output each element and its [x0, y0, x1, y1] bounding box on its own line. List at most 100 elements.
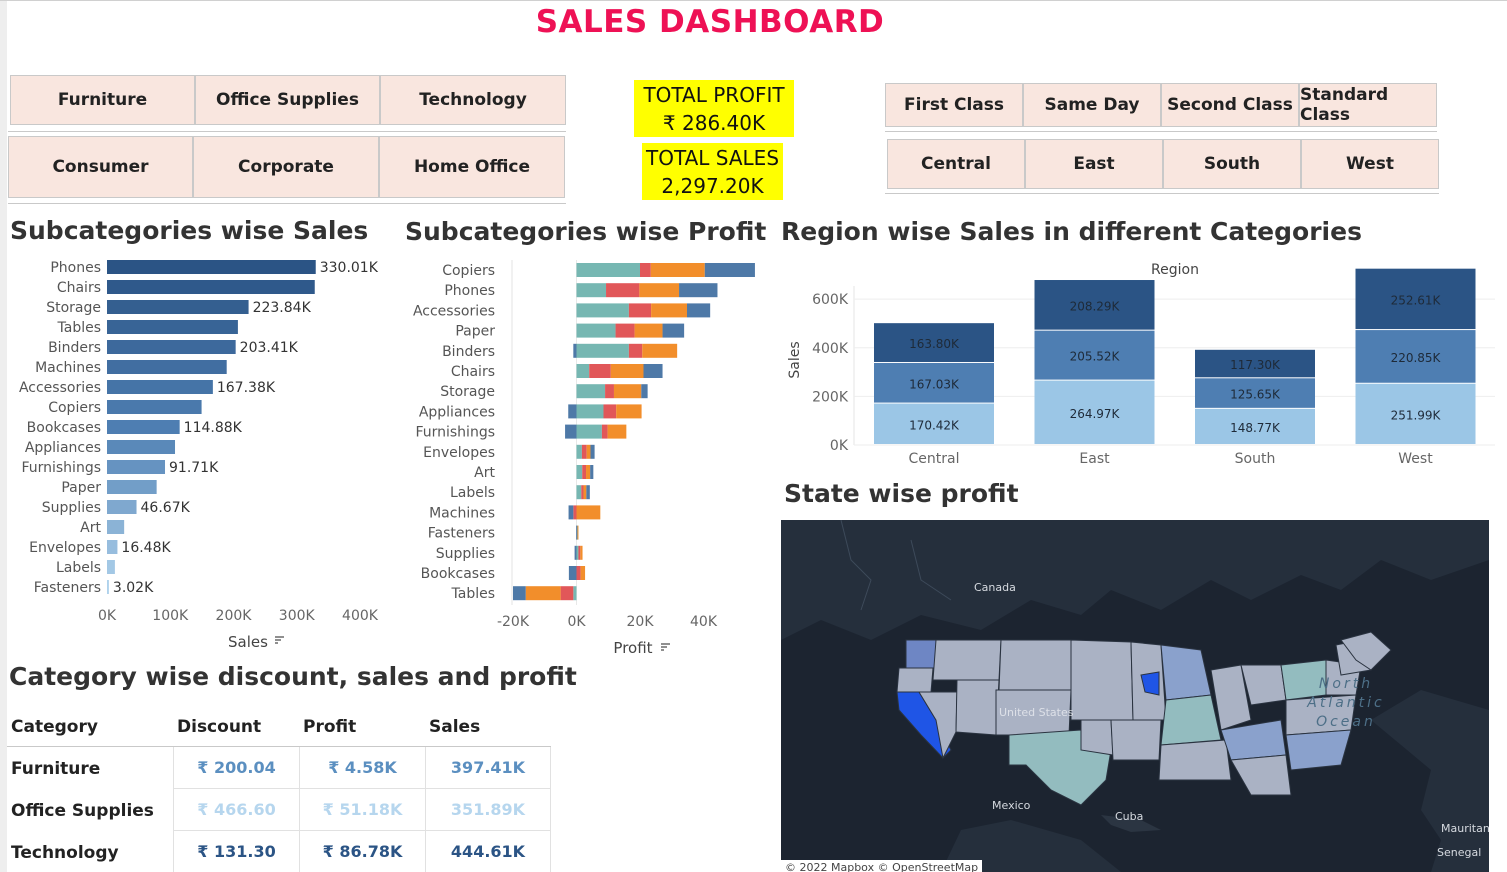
kpi-total-profit: TOTAL PROFIT ₹ 286.40K	[634, 80, 794, 137]
profit-bar-segment	[565, 424, 577, 439]
bar-category-label: Phones	[50, 260, 101, 276]
profit-bar-segment	[613, 384, 642, 399]
bar-category-label: Supplies	[436, 546, 495, 562]
kpi-sales-label: TOTAL SALES	[645, 146, 780, 170]
profit-bar-segment	[573, 343, 577, 358]
filter-segment-consumer[interactable]: Consumer	[8, 136, 193, 198]
table-cell-discount: ₹ 131.30	[197, 842, 276, 861]
bar-category-label: Storage	[46, 300, 101, 316]
profit-bar-segment	[576, 364, 590, 378]
table-cell-profit: ₹ 86.78K	[322, 842, 403, 861]
bar-value-label: 16.48K	[121, 540, 171, 556]
bar-category-label: Labels	[56, 560, 101, 576]
filter-region-east[interactable]: East	[1025, 139, 1163, 189]
bar-category-label: Appliances	[25, 440, 101, 456]
bar-category-label: Chairs	[451, 364, 495, 380]
region-sales-chart: Region Sales 0K 200K 400K 600K 170.42K 167.03K 1…	[787, 262, 1495, 467]
bar-category-label: Art	[474, 465, 495, 481]
profit-bar-segment	[586, 465, 591, 479]
table-header-category: Category	[11, 717, 98, 737]
left-edge	[0, 0, 7, 872]
table-row-label: Furniture	[11, 759, 101, 779]
profit-bar-segment	[568, 404, 577, 419]
sales-bar	[107, 440, 176, 454]
table-col-divider	[173, 747, 174, 872]
table-header-profit: Profit	[303, 717, 357, 737]
table-header-discount: Discount	[177, 717, 262, 737]
segment-value-label: 205.52K	[1070, 350, 1121, 364]
filter-segment-corporate[interactable]: Corporate	[193, 136, 379, 198]
y-tick-label: 200K	[812, 389, 849, 405]
x-category-label: South	[1235, 451, 1276, 467]
filter-category-office-supplies[interactable]: Office Supplies	[195, 75, 380, 125]
region-bar-segment	[1195, 408, 1315, 444]
map-label-united-states: United States	[999, 706, 1074, 719]
y-tick-label: 400K	[812, 341, 849, 357]
state-profit-title: State wise profit	[784, 479, 1019, 508]
profit-bar-segment	[576, 525, 578, 540]
profit-bar-segment	[586, 444, 591, 459]
state-profit-map[interactable]: Canada United States Mexico Cuba Maurita…	[781, 520, 1489, 872]
filter-ship-first-class[interactable]: First Class	[885, 83, 1023, 127]
bar-value-label: 330.01K	[320, 260, 379, 276]
segment-value-label: 117.30K	[1230, 358, 1281, 372]
profit-bar-segment	[525, 586, 561, 601]
bar-category-label: Binders	[442, 344, 495, 360]
sales-bar	[107, 460, 166, 474]
sales-bar	[107, 480, 157, 494]
filter-region-south[interactable]: South	[1163, 139, 1301, 189]
region-bar-segment	[874, 323, 994, 362]
x-category-label: West	[1398, 451, 1433, 467]
filter-region-central[interactable]: Central	[887, 139, 1025, 189]
map-attribution[interactable]: © 2022 Mapbox © OpenStreetMap	[781, 860, 983, 872]
map-label-ocean: North Atlantic Ocean	[1307, 676, 1385, 730]
y-axis-title: Sales	[787, 341, 803, 378]
segment-value-label: 264.97K	[1070, 407, 1121, 421]
profit-bar-segment	[560, 586, 574, 601]
profit-bar-segment	[568, 566, 577, 580]
sales-bar	[107, 280, 315, 294]
filter-ship-same-day[interactable]: Same Day	[1023, 83, 1161, 127]
sub-sales-chart: Phones 330.01K Chairs Storage 223.84K Tables B…	[19, 260, 379, 651]
profit-bar-segment	[641, 384, 648, 399]
x-tick-label: 0K	[567, 614, 586, 630]
filter-category-technology[interactable]: Technology	[380, 75, 566, 125]
segment-value-label: 252.61K	[1391, 293, 1442, 307]
divider	[885, 131, 1437, 132]
filter-region-west[interactable]: West	[1301, 139, 1439, 189]
bar-category-label: Furnishings	[415, 425, 495, 441]
bar-category-label: Machines	[429, 505, 495, 521]
segment-value-label: 170.42K	[909, 418, 960, 432]
profit-bar-segment	[580, 566, 586, 580]
filter-ship-standard-class[interactable]: Standard Class	[1299, 83, 1437, 127]
profit-bar-segment	[581, 444, 587, 459]
table-cell-profit: ₹ 4.58K	[328, 758, 397, 777]
profit-bar-segment	[576, 566, 581, 580]
map-label-cuba: Cuba	[1115, 810, 1144, 823]
x-tick-label: 300K	[279, 608, 316, 624]
bar-value-label: 223.84K	[253, 300, 312, 316]
sales-bar	[107, 560, 115, 574]
filter-category-furniture[interactable]: Furniture	[10, 75, 195, 125]
bar-category-label: Machines	[35, 360, 101, 376]
table-row-divider	[173, 788, 551, 789]
x-tick-label: 200K	[216, 608, 253, 624]
profit-bar-segment	[606, 283, 640, 298]
segment-value-label: 125.65K	[1230, 388, 1281, 402]
filter-ship-second-class[interactable]: Second Class	[1161, 83, 1299, 127]
sales-bar	[107, 500, 137, 514]
x-axis-title: Sales	[228, 633, 268, 651]
kpi-profit-label: TOTAL PROFIT	[643, 83, 785, 107]
bar-value-label: 3.02K	[113, 580, 154, 596]
bar-value-label: 167.38K	[217, 380, 276, 396]
x-tick-label: 0K	[98, 608, 117, 624]
sales-bar	[107, 580, 109, 594]
profit-bar-segment	[576, 424, 602, 439]
profit-bar-segment	[580, 545, 583, 560]
x-axis-title: Profit	[613, 639, 652, 657]
profit-bar-segment	[601, 424, 608, 439]
filter-segment-home-office[interactable]: Home Office	[379, 136, 565, 198]
sales-bar	[107, 420, 180, 434]
profit-bar-segment	[628, 343, 643, 358]
bar-category-label: Envelopes	[29, 540, 101, 556]
